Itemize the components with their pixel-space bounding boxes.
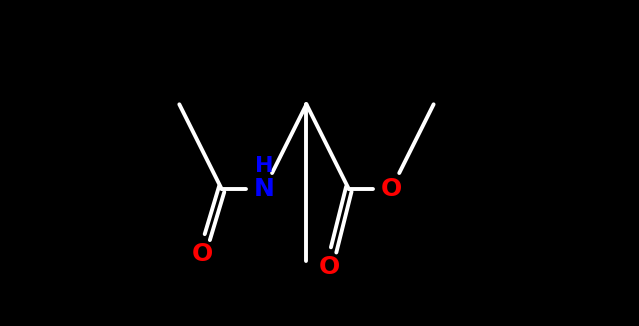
Text: O: O (381, 177, 402, 201)
Text: O: O (192, 242, 213, 266)
Text: O: O (319, 255, 340, 279)
Text: N: N (254, 177, 275, 201)
Text: H: H (255, 156, 273, 176)
